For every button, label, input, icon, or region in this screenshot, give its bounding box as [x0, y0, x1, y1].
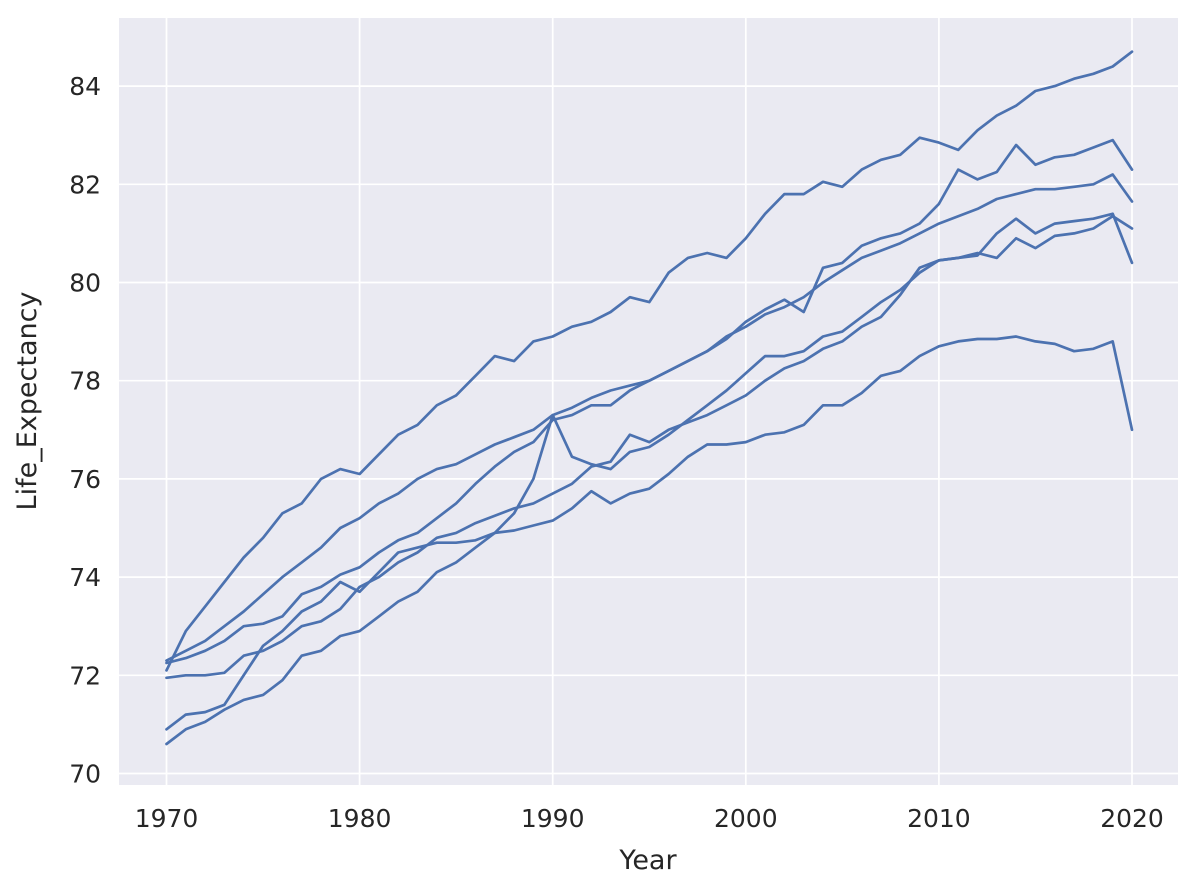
y-axis-label: Life_Expectancy — [12, 292, 43, 511]
y-tick-label: 76 — [69, 465, 101, 494]
x-tick-label: 1990 — [521, 804, 585, 833]
line-series-5 — [165, 214, 1134, 746]
x-tick-label: 1980 — [328, 804, 392, 833]
y-tick-labels: 70 72 74 76 78 80 82 84 — [69, 72, 101, 788]
x-axis-label: Year — [618, 845, 677, 876]
line-series-4 — [165, 212, 1134, 680]
series-group — [165, 50, 1134, 746]
y-tick-label: 72 — [69, 661, 101, 690]
gridlines — [119, 18, 1178, 785]
y-tick-label: 84 — [69, 72, 101, 101]
x-tick-label: 2000 — [714, 804, 778, 833]
x-tick-label: 1970 — [135, 804, 199, 833]
line-series-1 — [165, 50, 1134, 672]
plot-area — [119, 18, 1178, 785]
y-tick-label: 78 — [69, 367, 101, 396]
line-series-3 — [165, 173, 1134, 662]
line-series-6 — [165, 335, 1134, 731]
y-tick-label: 80 — [69, 269, 101, 298]
x-tick-label: 2010 — [907, 804, 971, 833]
y-tick-label: 74 — [69, 563, 101, 592]
y-tick-label: 82 — [69, 170, 101, 199]
x-tick-labels: 1970 1980 1990 2000 2010 2020 — [135, 804, 1164, 833]
y-tick-label: 70 — [69, 760, 101, 789]
x-tick-label: 2020 — [1100, 804, 1164, 833]
